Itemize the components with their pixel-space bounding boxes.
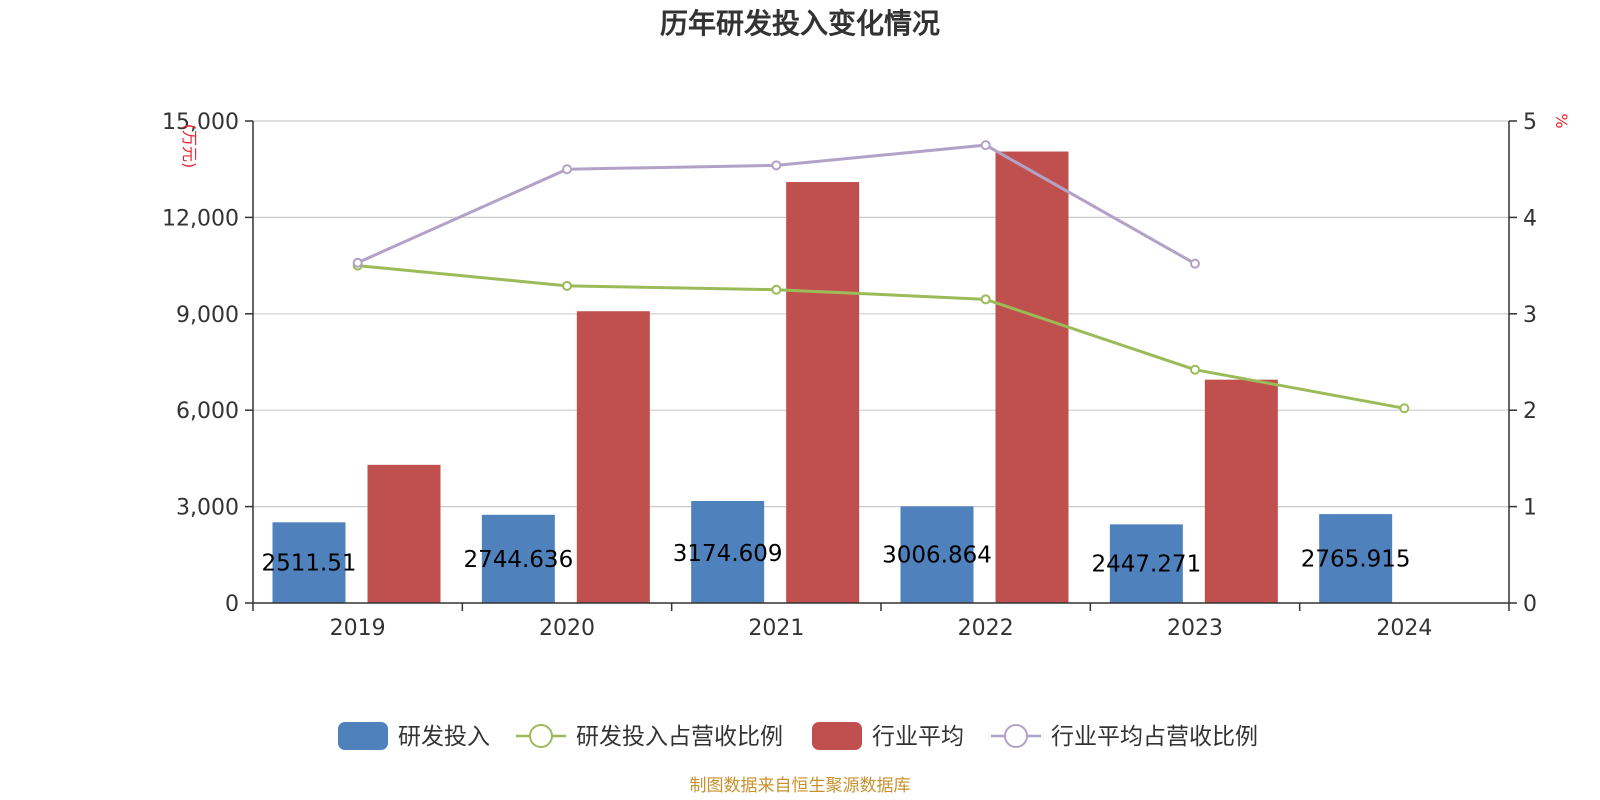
chart-title: 历年研发投入变化情况	[660, 7, 940, 40]
bar-value-label: 3006.864	[882, 543, 992, 569]
bar	[1109, 524, 1183, 603]
right-axis-tick-label: 0	[1523, 592, 1537, 617]
left-axis-tick-label: 0	[225, 592, 239, 617]
right-axis-tick-label: 5	[1523, 110, 1537, 135]
footer-source: 制图数据来自恒生聚源数据库	[690, 776, 911, 796]
axes: 0 3,000 6,000 9,000 12,000 15,000 0 1 2 3 4 5 2019 20…	[162, 110, 1537, 641]
line-point	[980, 140, 991, 151]
x-axis-tick-label: 2022	[958, 616, 1014, 641]
left-axis-tick-label: 9,000	[176, 303, 239, 328]
right-axis-tick-label: 2	[1523, 399, 1537, 424]
legend-marker-swatch	[1004, 724, 1028, 748]
right-axis-tick-label: 4	[1523, 206, 1537, 231]
line-point	[1399, 403, 1410, 414]
line-point	[771, 284, 782, 295]
line-point	[771, 160, 782, 171]
bars	[272, 151, 1393, 603]
bar-value-label: 2511.51	[261, 551, 356, 577]
lines	[352, 140, 1410, 414]
line-point	[562, 164, 572, 175]
bar	[1204, 379, 1278, 603]
bar	[481, 514, 555, 603]
bar	[576, 311, 650, 603]
legend: 研发投入 研发投入占营收比例 行业平均 行业平均占营收比例	[338, 722, 1258, 750]
bar	[786, 182, 860, 603]
x-axis-tick-label: 2021	[748, 616, 804, 641]
series-line	[357, 264, 1405, 410]
line-point	[562, 280, 572, 291]
left-axis-tick-label: 6,000	[176, 399, 239, 424]
left-axis-tick-label: 3,000	[176, 496, 239, 521]
right-axis-tick-label: 1	[1523, 496, 1537, 521]
x-axis-tick-label: 2020	[539, 616, 595, 641]
legend-marker-swatch	[529, 724, 553, 748]
bar	[367, 464, 441, 603]
x-axis-tick-label: 2024	[1376, 616, 1432, 641]
legend-bar-swatch	[338, 722, 388, 750]
bar	[900, 506, 974, 603]
x-axis-tick-label: 2023	[1167, 616, 1223, 641]
right-axis-unit: %	[1552, 113, 1571, 128]
right-axis-tick-label: 3	[1523, 303, 1537, 328]
legend-label: 行业平均	[872, 724, 964, 750]
line-point	[352, 257, 363, 268]
bar-value-label: 2765.915	[1301, 547, 1411, 573]
grid-lines	[253, 120, 1509, 508]
bar	[995, 151, 1069, 603]
legend-label: 研发投入	[398, 724, 490, 750]
legend-label: 行业平均占营收比例	[1051, 724, 1258, 750]
bar	[272, 522, 346, 603]
data-labels: 2511.51 2744.636 3174.609 3006.864 2447.271 2…	[261, 541, 1410, 578]
line-point	[1190, 364, 1200, 375]
left-axis-tick-label: 12,000	[162, 206, 239, 231]
left-axis-unit: (万元)	[180, 124, 199, 169]
bar-value-label: 2744.636	[463, 547, 573, 573]
bar	[1319, 514, 1393, 603]
bar-value-label: 3174.609	[673, 541, 783, 567]
bar	[691, 500, 765, 603]
left-axis-tick-label: 15,000	[162, 110, 239, 135]
legend-label: 研发投入占营收比例	[576, 724, 783, 750]
x-axis-tick-label: 2019	[330, 616, 386, 641]
legend-bar-swatch	[812, 722, 862, 750]
line-point	[1190, 258, 1200, 269]
line-point	[980, 294, 991, 305]
bar-value-label: 2447.271	[1091, 552, 1201, 578]
